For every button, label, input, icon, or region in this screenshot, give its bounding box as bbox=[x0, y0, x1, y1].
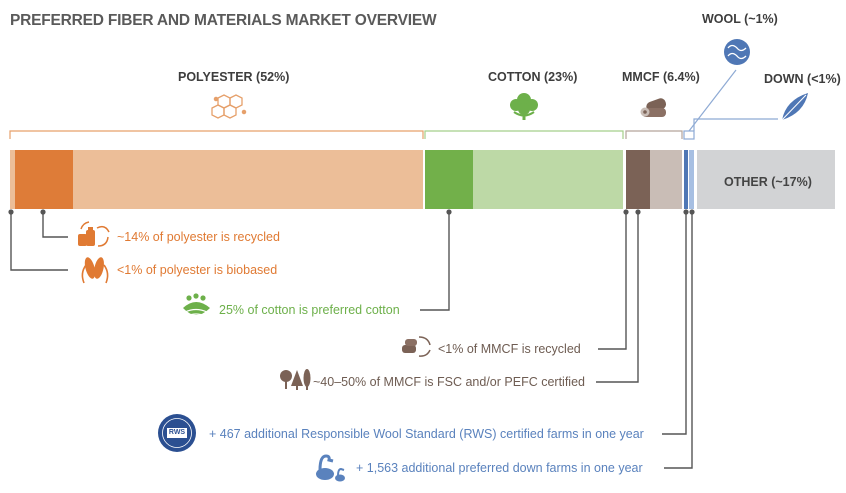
rws-badge-icon bbox=[158, 414, 196, 452]
label-wool: WOOL (~1%) bbox=[702, 12, 778, 26]
label-down: DOWN (<1%) bbox=[764, 72, 841, 86]
label-other: OTHER (~17%) bbox=[724, 175, 812, 189]
segment-polyester-conventional bbox=[73, 150, 423, 209]
log-icon bbox=[640, 98, 667, 117]
segment-cotton-conventional bbox=[473, 150, 623, 209]
corn-icon bbox=[81, 257, 109, 284]
note-biobased-polyester: <1% of polyester is biobased bbox=[117, 263, 278, 277]
cotton-boll-icon bbox=[510, 93, 538, 120]
connector-certified-mmcf bbox=[596, 212, 639, 383]
geese-icon bbox=[316, 454, 345, 482]
note-rws-farms: + 467 additional Responsible Wool Standa… bbox=[209, 427, 644, 441]
segment-cotton-preferred bbox=[425, 150, 473, 209]
bracket-mmcf bbox=[625, 130, 683, 139]
field-icon bbox=[183, 293, 210, 317]
bracket-wool-down bbox=[683, 130, 695, 140]
bracket-cotton bbox=[424, 130, 624, 139]
bracket-polyester bbox=[9, 130, 424, 139]
trees-icon bbox=[280, 369, 311, 390]
rws-badge-text: RWS bbox=[168, 429, 186, 436]
market-bar bbox=[10, 150, 835, 209]
note-preferred-cotton: 25% of cotton is preferred cotton bbox=[219, 303, 400, 317]
connector-recycled-mmcf bbox=[598, 212, 627, 350]
note-certified-mmcf: ~40–50% of MMCF is FSC and/or PEFC certi… bbox=[313, 375, 585, 389]
label-mmcf: MMCF (6.4%) bbox=[622, 70, 700, 84]
wool-leader-line bbox=[688, 69, 737, 132]
note-down-farms: + 1,563 additional preferred down farms … bbox=[356, 461, 643, 475]
note-recycled-mmcf: <1% of MMCF is recycled bbox=[438, 342, 581, 356]
feather-icon bbox=[779, 93, 808, 123]
molecule-icon bbox=[211, 94, 247, 119]
connector-wool bbox=[662, 212, 687, 435]
wool-ball-icon bbox=[724, 39, 750, 65]
down-leader-line bbox=[693, 118, 778, 131]
recycled-wood-icon bbox=[402, 336, 431, 357]
segment-mmcf-certified bbox=[626, 150, 650, 209]
connector-recycled-polyester bbox=[42, 212, 68, 238]
label-cotton: COTTON (23%) bbox=[488, 70, 578, 84]
segment-down bbox=[689, 150, 694, 209]
segment-mmcf-conventional bbox=[650, 150, 682, 209]
connector-biobased bbox=[10, 212, 68, 271]
recycled-bottles-icon bbox=[78, 221, 110, 247]
note-recycled-polyester: ~14% of polyester is recycled bbox=[117, 230, 280, 244]
category-brackets bbox=[9, 69, 778, 140]
segment-polyester-biobased bbox=[10, 150, 15, 209]
connector-lines bbox=[8, 209, 695, 469]
page-title: PREFERRED FIBER AND MATERIALS MARKET OVE… bbox=[10, 12, 437, 29]
segment-polyester-recycled bbox=[15, 150, 73, 209]
segment-wool bbox=[684, 150, 688, 209]
connector-preferred-cotton bbox=[420, 212, 450, 311]
connector-down bbox=[664, 212, 693, 469]
label-polyester: POLYESTER (52%) bbox=[178, 70, 290, 84]
segment-other bbox=[697, 150, 835, 209]
